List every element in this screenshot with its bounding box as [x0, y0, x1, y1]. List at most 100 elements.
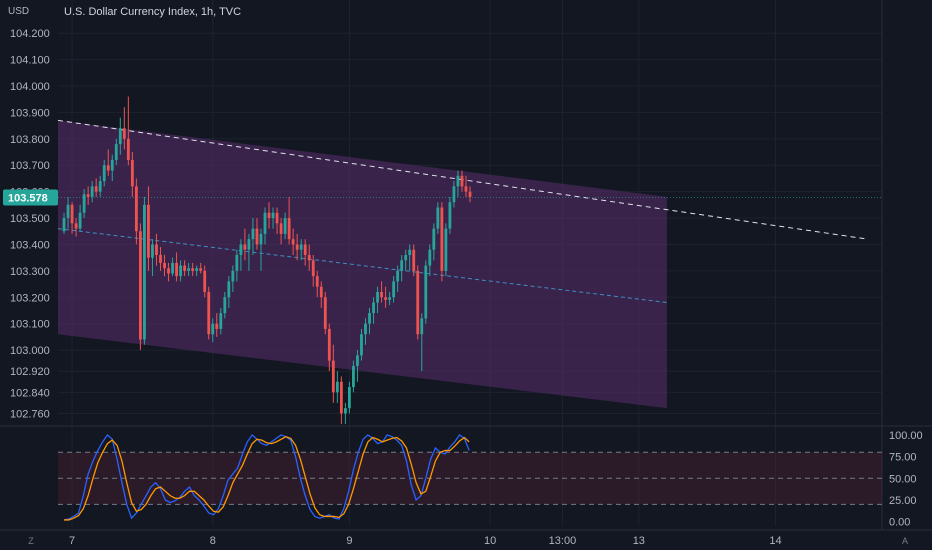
candle-body	[259, 233, 263, 245]
candle-body	[187, 268, 191, 271]
candle-body	[315, 276, 319, 287]
candle-body	[303, 244, 307, 256]
candle-body	[460, 175, 464, 187]
candle-body	[114, 144, 118, 160]
candle-body	[420, 318, 424, 335]
time-tick-label: 9	[346, 535, 352, 547]
candle-body	[183, 265, 187, 271]
candle-body	[356, 355, 359, 366]
price-tick-label: 104.200	[10, 28, 50, 40]
candle-body	[195, 268, 199, 271]
candle-body	[412, 249, 416, 271]
candle-body	[283, 218, 287, 234]
candle-body	[98, 181, 102, 192]
time-tick-label: 8	[210, 535, 216, 547]
candle-body	[199, 268, 203, 271]
price-tick-label: 103.000	[10, 345, 50, 357]
candle-body	[444, 228, 448, 271]
candle-body	[384, 297, 387, 300]
candle-body	[167, 268, 170, 274]
price-tick-label: 103.200	[10, 292, 50, 304]
candle-body	[122, 128, 126, 139]
candle-body	[126, 138, 130, 160]
candle-body	[179, 265, 183, 277]
candle-body	[94, 186, 98, 192]
auto-scale-button[interactable]: A	[901, 536, 908, 546]
candle-body	[448, 202, 452, 229]
stoch-tick-label: 100.00	[889, 430, 923, 442]
candle-body	[191, 268, 195, 271]
candle-body	[368, 313, 371, 324]
candle-body	[311, 260, 315, 277]
stoch-k-line	[63, 433, 470, 521]
candle-body	[408, 249, 412, 256]
price-tick-label: 103.300	[10, 266, 50, 278]
candle-body	[319, 286, 323, 298]
price-tick-label: 103.800	[10, 134, 50, 146]
price-tick-label: 103.500	[10, 213, 50, 225]
candle-body	[327, 328, 331, 361]
candle-body	[243, 244, 247, 250]
price-tick-label: 103.700	[10, 160, 50, 172]
candle-body	[223, 297, 227, 314]
candle-body	[464, 186, 468, 192]
candle-body	[291, 239, 295, 245]
candle-body	[219, 313, 223, 329]
candle-body	[287, 218, 291, 240]
stoch-tick-label: 75.00	[889, 452, 917, 464]
candle-body	[275, 212, 279, 224]
candle-body	[155, 244, 158, 256]
stoch-tick-label: 50.00	[889, 473, 917, 485]
candle-body	[299, 244, 303, 250]
candle-body	[66, 204, 70, 219]
candle-body	[239, 244, 243, 256]
candle-body	[323, 297, 327, 329]
candle-body	[360, 334, 363, 356]
candle-body	[343, 408, 347, 414]
price-tick-label: 102.920	[10, 366, 50, 378]
candle-body	[416, 270, 420, 335]
candle-body	[106, 165, 110, 171]
regression-channel-fill	[58, 120, 667, 409]
chart-title: U.S. Dollar Currency Index, 1h, TVC	[64, 6, 242, 18]
candle-body	[331, 360, 335, 393]
candle-body	[263, 212, 267, 234]
stoch-tick-label: 0.00	[889, 517, 910, 529]
candle-body	[295, 244, 299, 250]
time-tick-label: 14	[769, 535, 781, 547]
candle-body	[339, 381, 343, 414]
candle-body	[82, 194, 86, 213]
currency-label: USD	[8, 6, 30, 17]
candle-body	[432, 228, 436, 250]
candle-body	[207, 291, 211, 335]
candle-body	[376, 291, 379, 303]
candle-body	[90, 186, 94, 197]
price-tick-label: 104.100	[10, 55, 50, 67]
candle-body	[307, 255, 311, 261]
candle-body	[74, 223, 78, 229]
candle-body	[147, 204, 150, 258]
price-tick-label: 103.100	[10, 319, 50, 331]
regression-midline	[57, 228, 668, 304]
candle-body	[388, 297, 392, 300]
candle-body	[456, 175, 460, 187]
candle-body	[436, 207, 440, 229]
candle-body	[130, 159, 134, 187]
time-tick-label: 13:00	[549, 535, 577, 547]
candle-body	[159, 255, 162, 263]
candle-body	[78, 212, 82, 229]
candle-body	[102, 165, 106, 182]
candle-body	[352, 365, 355, 388]
candle-body	[372, 302, 375, 314]
candle-body	[452, 186, 456, 203]
stoch-tick-label: 25.00	[889, 495, 917, 507]
candle-body	[203, 270, 207, 292]
candle-body	[392, 281, 396, 298]
candle-body	[428, 249, 432, 266]
candle-body	[163, 262, 166, 269]
candle-body	[151, 244, 154, 258]
candle-body	[255, 228, 259, 245]
timezone-button[interactable]: Z	[28, 536, 34, 546]
price-tick-label: 104.000	[10, 81, 50, 93]
